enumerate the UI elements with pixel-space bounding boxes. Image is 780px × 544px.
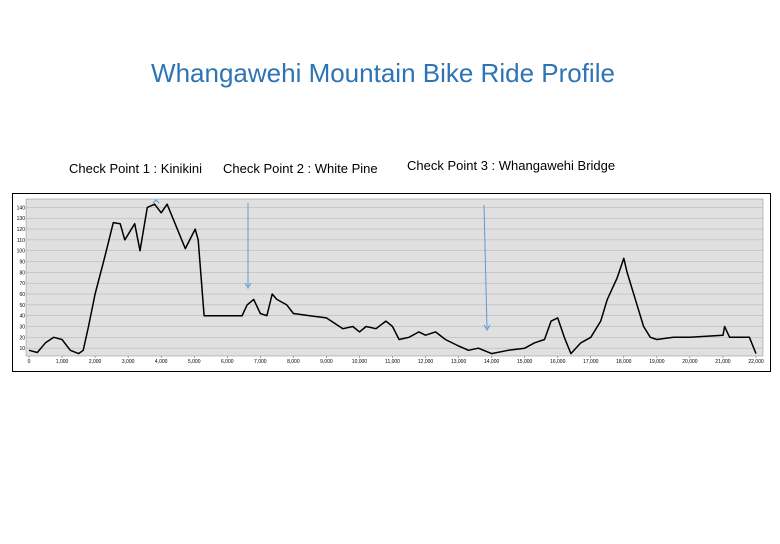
x-tick-label: 22,000 <box>748 359 764 365</box>
checkpoint-arrow <box>483 204 488 329</box>
x-tick-label: 17,000 <box>583 359 599 365</box>
x-tick-label: 12,000 <box>418 359 434 365</box>
checkpoint-label: Check Point 2 : White Pine <box>223 161 378 176</box>
x-tick-label: 1,000 <box>56 359 69 365</box>
y-tick-label: 90 <box>19 260 25 266</box>
y-tick-label: 40 <box>19 314 25 320</box>
checkpoint-label: Check Point 1 : Kinikini <box>69 161 202 176</box>
arrow-head <box>152 199 160 204</box>
x-tick-label: 15,000 <box>517 359 533 365</box>
y-tick-label: 100 <box>17 249 26 255</box>
x-tick-label: 20,000 <box>682 359 698 365</box>
x-tick-label: 18,000 <box>616 359 632 365</box>
x-tick-label: 7,000 <box>254 359 267 365</box>
y-tick-label: 110 <box>17 238 25 244</box>
x-tick-label: 11,000 <box>385 359 400 365</box>
doc-title: Whangawehi Mountain Bike Ride Profile <box>151 58 615 88</box>
x-tick-label: 5,000 <box>188 359 201 365</box>
x-tick-label: 21,000 <box>715 359 731 365</box>
checkpoint-label: Check Point 3 : Whangawehi Bridge <box>407 158 616 173</box>
x-tick-label: 9,000 <box>320 359 333 365</box>
y-tick-label: 20 <box>19 335 25 341</box>
x-tick-label: 8,000 <box>287 359 300 365</box>
arrow-head <box>244 282 252 289</box>
y-tick-label: 80 <box>19 270 25 276</box>
x-tick-label: 3,000 <box>122 359 135 365</box>
y-tick-label: 70 <box>19 281 25 287</box>
x-tick-label: 13,000 <box>451 359 467 365</box>
y-tick-label: 120 <box>17 227 26 233</box>
elevation-line <box>28 203 757 355</box>
x-tick-label: 14,000 <box>484 359 500 365</box>
y-tick-label: 60 <box>19 292 25 298</box>
arrow-head <box>483 324 491 331</box>
x-tick-label: 10,000 <box>352 359 368 365</box>
x-tick-label: 19,000 <box>649 359 665 365</box>
y-tick-label: 30 <box>19 325 25 331</box>
x-tick-label: 6,000 <box>221 359 234 365</box>
y-tick-label: 10 <box>19 346 25 352</box>
x-tick-label: 4,000 <box>155 359 168 365</box>
x-tick-label: 0 <box>28 359 31 365</box>
y-tick-label: 130 <box>17 216 26 222</box>
plot-area <box>25 198 764 357</box>
x-tick-label: 2,000 <box>89 359 102 365</box>
x-tick-label: 16,000 <box>550 359 566 365</box>
y-tick-label: 50 <box>19 303 25 309</box>
y-tick-label: 140 <box>17 205 26 211</box>
